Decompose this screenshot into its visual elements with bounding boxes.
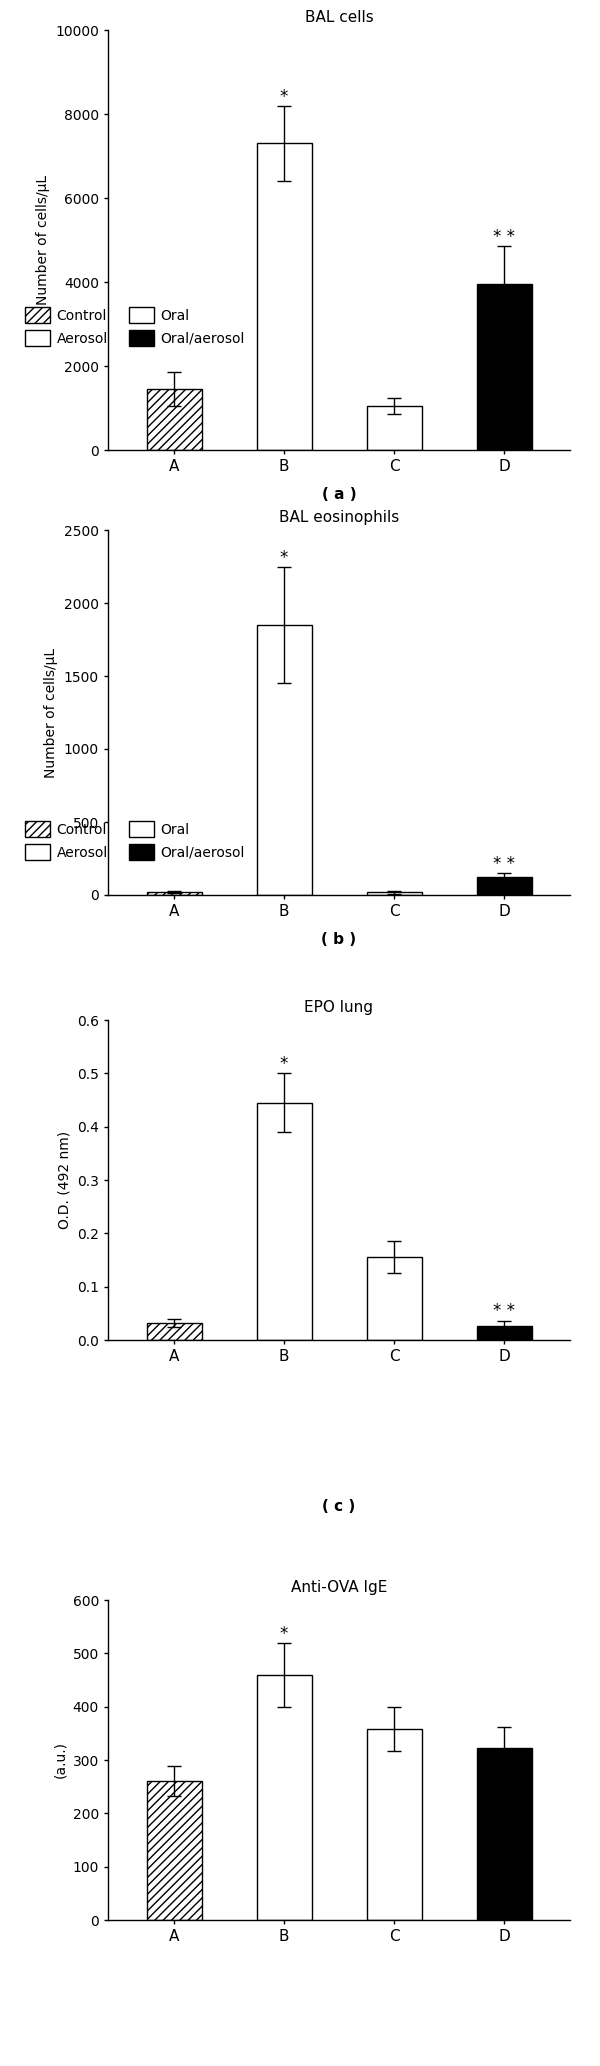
Y-axis label: O.D. (492 nm): O.D. (492 nm) xyxy=(58,1130,71,1229)
Text: ( b ): ( b ) xyxy=(322,932,356,946)
Bar xyxy=(476,1326,532,1341)
Text: *: * xyxy=(280,87,288,105)
Text: *: * xyxy=(280,1624,288,1642)
Bar xyxy=(257,1676,311,1919)
Bar xyxy=(476,1748,532,1919)
Text: * *: * * xyxy=(493,229,515,246)
Bar xyxy=(146,1781,202,1919)
Text: *: * xyxy=(280,1056,288,1074)
Legend: Control, Aerosol, Oral, Oral/aerosol: Control, Aerosol, Oral, Oral/aerosol xyxy=(19,302,250,351)
Title: BAL eosinophils: BAL eosinophils xyxy=(279,510,399,525)
Bar xyxy=(476,285,532,450)
Bar xyxy=(367,1258,421,1341)
Bar xyxy=(367,893,421,895)
Text: ( c ): ( c ) xyxy=(322,1500,356,1514)
Bar xyxy=(367,405,421,450)
Bar xyxy=(257,624,311,895)
Legend: Control, Aerosol, Oral, Oral/aerosol: Control, Aerosol, Oral, Oral/aerosol xyxy=(19,816,250,866)
Title: BAL cells: BAL cells xyxy=(305,10,373,25)
Text: * *: * * xyxy=(493,1302,515,1320)
Bar xyxy=(146,893,202,895)
Bar xyxy=(146,1322,202,1341)
Bar xyxy=(476,878,532,895)
Text: *: * xyxy=(280,547,288,566)
Y-axis label: (a.u.): (a.u.) xyxy=(53,1742,67,1779)
Y-axis label: Number of cells/μL: Number of cells/μL xyxy=(44,647,58,777)
Bar xyxy=(257,143,311,450)
Bar xyxy=(146,388,202,450)
Bar xyxy=(367,1729,421,1919)
Text: ( a ): ( a ) xyxy=(322,488,356,502)
Y-axis label: Number of cells/μL: Number of cells/μL xyxy=(35,176,50,306)
Title: EPO lung: EPO lung xyxy=(305,1000,373,1014)
Text: * *: * * xyxy=(493,855,515,874)
Bar xyxy=(257,1103,311,1341)
Title: Anti-OVA IgE: Anti-OVA IgE xyxy=(291,1580,387,1595)
